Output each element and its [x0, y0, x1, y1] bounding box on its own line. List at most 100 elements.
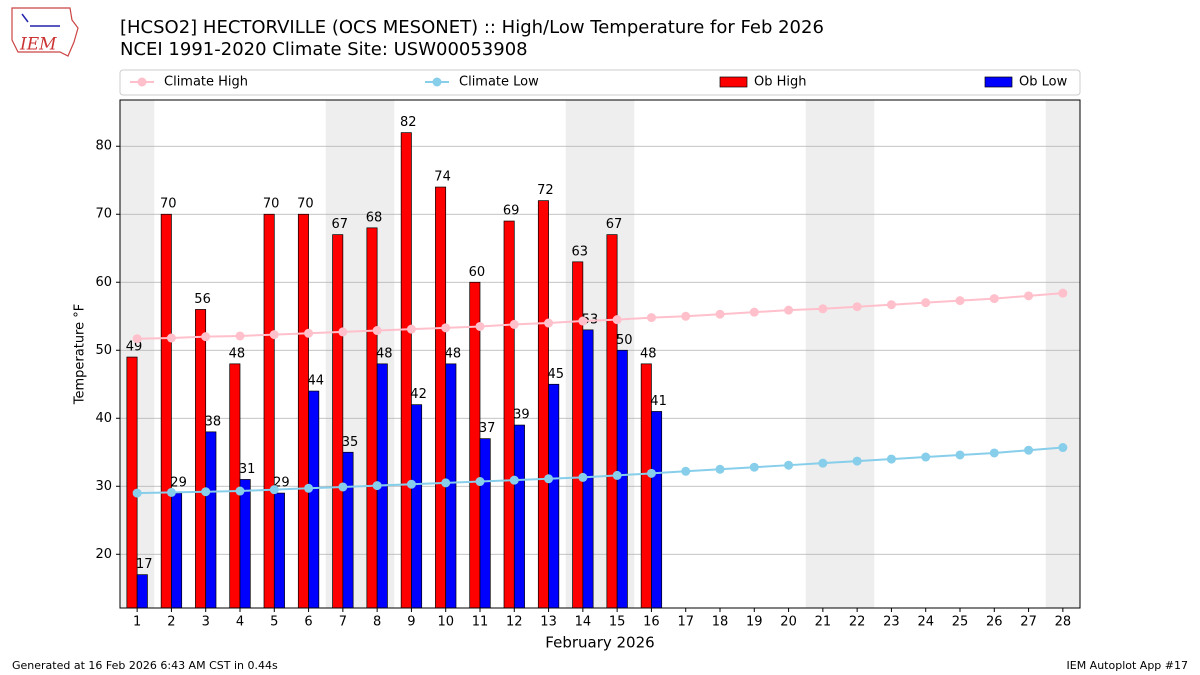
- footer-right: IEM Autoplot App #17: [1067, 659, 1189, 672]
- data-label: 82: [400, 115, 417, 130]
- data-label: 42: [410, 387, 427, 402]
- marker: [715, 309, 725, 319]
- weekend-shade: [1045, 100, 1080, 608]
- marker: [201, 487, 211, 497]
- marker: [578, 316, 588, 326]
- x-tick-label: 1: [133, 615, 141, 630]
- marker: [612, 470, 622, 480]
- legend-label: Climate Low: [459, 75, 539, 90]
- bar: [205, 431, 217, 609]
- data-label: 38: [205, 414, 222, 429]
- data-label: 41: [650, 394, 667, 409]
- x-tick-label: 2: [167, 615, 175, 630]
- marker: [201, 332, 211, 342]
- data-label: 72: [537, 183, 554, 198]
- legend-marker: [137, 77, 147, 87]
- x-tick-label: 14: [575, 615, 592, 630]
- marker: [475, 321, 485, 331]
- x-tick-label: 11: [472, 615, 489, 630]
- marker: [1058, 288, 1068, 298]
- marker: [304, 483, 314, 493]
- data-label: 56: [194, 292, 211, 307]
- x-tick-label: 15: [609, 615, 626, 630]
- data-label: 35: [342, 435, 359, 450]
- bar: [229, 363, 241, 609]
- y-tick-label: 30: [95, 479, 112, 494]
- weekend-shade: [840, 100, 875, 608]
- data-label: 70: [160, 197, 177, 212]
- y-tick-label: 60: [95, 275, 112, 290]
- data-label: 67: [606, 217, 623, 232]
- bar: [342, 451, 354, 609]
- chart-subtitle: NCEI 1991-2020 Climate Site: USW00053908: [120, 39, 528, 60]
- marker: [818, 458, 828, 468]
- chart-title: [HCSO2] HECTORVILLE (OCS MESONET) :: Hig…: [120, 17, 824, 38]
- marker: [578, 472, 588, 482]
- x-tick-label: 4: [236, 615, 244, 630]
- marker: [132, 488, 142, 498]
- marker: [235, 331, 245, 341]
- marker: [235, 486, 245, 496]
- bar: [332, 234, 344, 609]
- marker: [646, 313, 656, 323]
- bar: [171, 492, 183, 609]
- marker: [544, 318, 554, 328]
- x-tick-label: 27: [1020, 615, 1037, 630]
- marker: [921, 298, 931, 308]
- marker: [338, 482, 348, 492]
- marker: [544, 474, 554, 484]
- marker: [338, 327, 348, 337]
- bar: [160, 213, 172, 609]
- bar: [195, 309, 207, 609]
- bar: [479, 438, 491, 609]
- bar: [548, 383, 560, 609]
- x-tick-label: 26: [986, 615, 1003, 630]
- bar: [308, 390, 320, 609]
- x-tick-label: 12: [506, 615, 523, 630]
- marker: [372, 481, 382, 491]
- x-tick-label: 5: [270, 615, 278, 630]
- line: [137, 446, 1063, 495]
- data-label: 70: [297, 197, 314, 212]
- bar: [435, 186, 447, 609]
- bar: [297, 213, 309, 609]
- x-tick-label: 25: [952, 615, 969, 630]
- marker: [852, 456, 862, 466]
- marker: [406, 479, 416, 489]
- x-tick-label: 10: [437, 615, 454, 630]
- data-label: 31: [239, 462, 256, 477]
- marker: [749, 462, 759, 472]
- x-tick-label: 21: [815, 615, 832, 630]
- marker: [372, 326, 382, 336]
- footer-left: Generated at 16 Feb 2026 6:43 AM CST in …: [12, 659, 278, 672]
- data-label: 39: [513, 408, 530, 423]
- marker: [715, 464, 725, 474]
- marker: [612, 315, 622, 325]
- bar: [582, 329, 594, 609]
- marker: [646, 468, 656, 478]
- bar: [606, 234, 618, 609]
- y-tick-label: 50: [95, 343, 112, 358]
- bar: [239, 479, 251, 609]
- marker: [784, 305, 794, 315]
- marker: [132, 334, 142, 344]
- data-label: 44: [307, 374, 324, 389]
- marker: [955, 296, 965, 306]
- data-label: 48: [376, 346, 393, 361]
- x-tick-label: 13: [540, 615, 557, 630]
- marker: [681, 311, 691, 321]
- logo-icon: [21, 13, 29, 23]
- marker: [989, 294, 999, 304]
- x-tick-label: 22: [849, 615, 866, 630]
- bar: [273, 492, 285, 609]
- marker: [886, 454, 896, 464]
- bar: [136, 574, 148, 609]
- marker: [166, 487, 176, 497]
- marker: [852, 302, 862, 312]
- bar: [366, 227, 378, 609]
- data-label: 69: [503, 204, 520, 219]
- bar: [411, 404, 423, 609]
- x-tick-label: 24: [917, 615, 934, 630]
- marker: [1024, 291, 1034, 301]
- data-label: 50: [616, 333, 633, 348]
